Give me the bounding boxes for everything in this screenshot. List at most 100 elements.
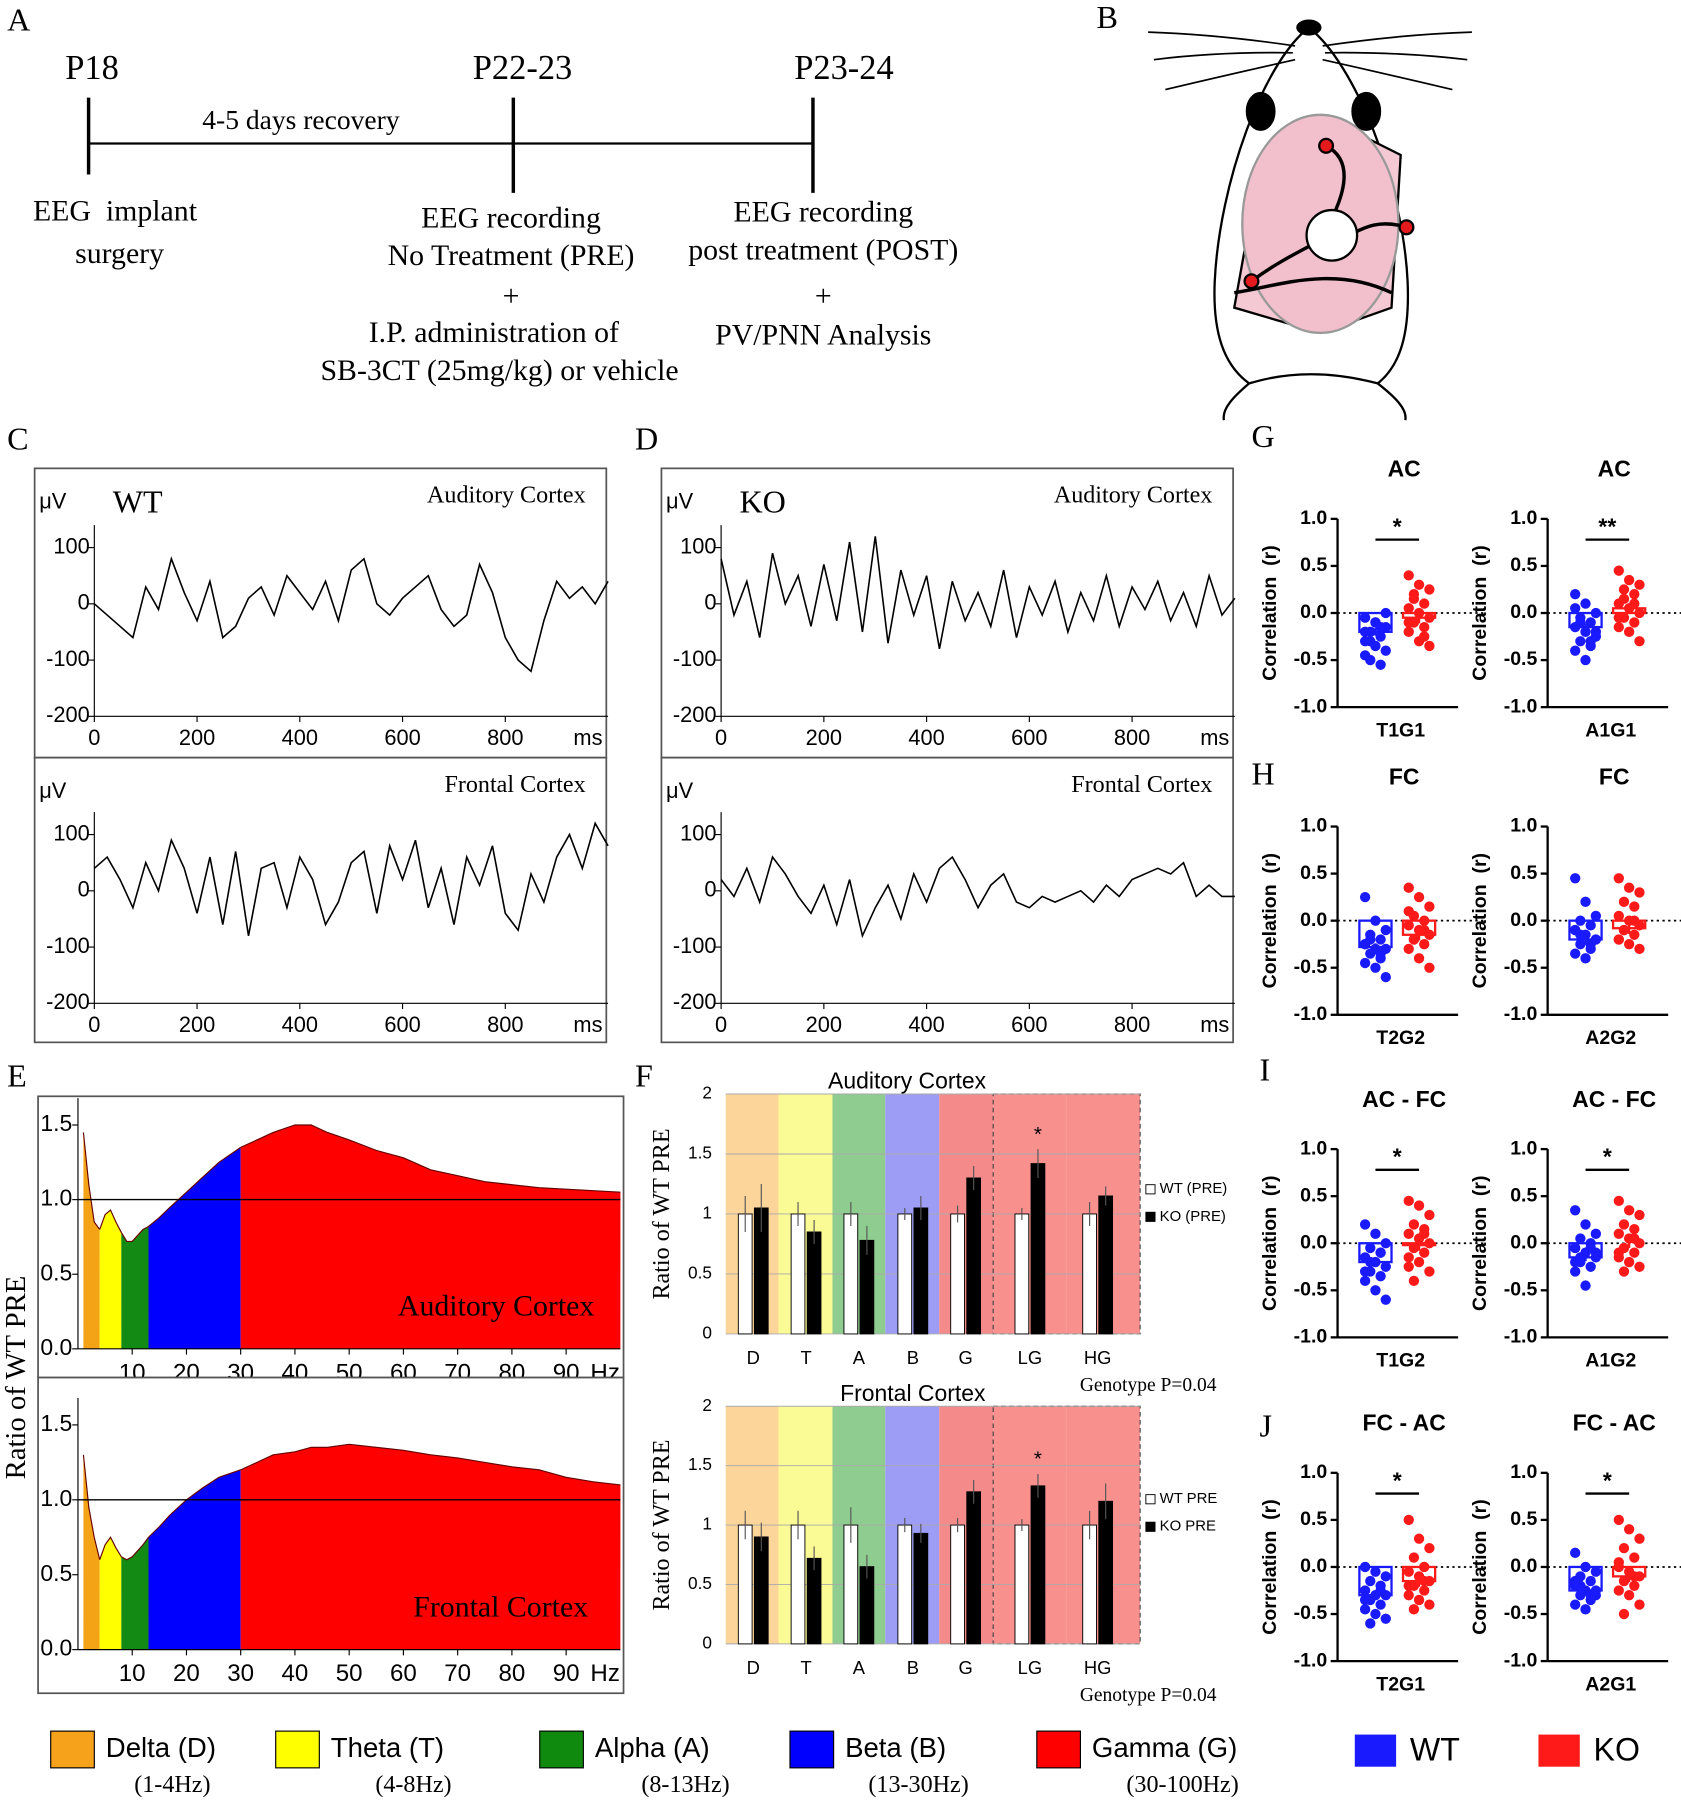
y-tick-label: 0.0 [40, 1635, 72, 1661]
headcap [1305, 208, 1359, 262]
data-point [1370, 1566, 1381, 1577]
x-tick-label: B [907, 1657, 919, 1678]
chart-title: Frontal Cortex [444, 772, 585, 798]
y-tick-label: 0.0 [1510, 1555, 1537, 1577]
x-axis-label: A2G1 [1585, 1673, 1636, 1695]
data-point [1365, 1575, 1376, 1587]
y-tick-label: -200 [46, 989, 90, 1014]
data-point [1403, 1252, 1414, 1263]
data-point [1618, 896, 1630, 908]
y-tick-label: 100 [680, 820, 716, 845]
legend-label: Theta (T) [331, 1732, 444, 1763]
legend-label: Beta (B) [845, 1732, 946, 1763]
data-point [1424, 1266, 1435, 1277]
data-point [1618, 1542, 1630, 1554]
milestone: P23-24 [794, 49, 893, 87]
data-point [1580, 896, 1591, 908]
data-point [1634, 943, 1645, 955]
legend-range: (4-8Hz) [375, 1772, 451, 1798]
data-point [1570, 589, 1581, 600]
data-point [1585, 939, 1596, 950]
bar [1082, 1213, 1097, 1335]
chart-title: Auditory Cortex [427, 483, 586, 509]
y-axis-label: μV [39, 778, 67, 803]
data-point [1424, 1542, 1435, 1554]
y-tick-label: 0.5 [1510, 554, 1537, 576]
trace [720, 855, 1235, 939]
data-point [1375, 948, 1386, 959]
y-axis-label: Correlation (r) [1469, 545, 1491, 680]
y-axis-label: Correlation (r) [1259, 853, 1281, 988]
data-point [1408, 934, 1420, 945]
y-tick-label: 0.5 [688, 1573, 712, 1593]
y-tick-label: 100 [680, 533, 716, 558]
data-point [1359, 1604, 1371, 1615]
y-tick-label: 1 [702, 1203, 712, 1223]
y-tick-label: -0.5 [1294, 648, 1328, 670]
x-tick-label: A [853, 1347, 866, 1368]
data-point [1575, 617, 1586, 628]
note: Genotype P=0.04 [1080, 1685, 1217, 1706]
data-point [1623, 939, 1635, 950]
data-point [1585, 617, 1596, 628]
data-point [1413, 1200, 1425, 1211]
y-tick-label: 0 [78, 590, 90, 615]
mouse-diagram [1148, 19, 1472, 421]
data-point [1634, 887, 1645, 898]
chart-title: AC [1388, 456, 1421, 482]
data-point [1419, 1585, 1430, 1596]
data-point [1613, 1557, 1624, 1568]
band-area [99, 1537, 122, 1650]
x-tick-label: 800 [1114, 1012, 1150, 1037]
panel-label: J [1260, 1408, 1273, 1444]
data-point [1629, 589, 1640, 600]
spectrum-line [148, 1146, 242, 1227]
bar [1098, 1195, 1114, 1335]
data-point [1380, 645, 1391, 656]
data-point [1424, 901, 1435, 912]
x-tick-label: 0 [88, 725, 100, 750]
data-point [1419, 1228, 1430, 1239]
chart-title: FC - AC [1573, 1410, 1656, 1436]
chart-title: AC [1598, 456, 1631, 482]
panel-label: F [635, 1057, 653, 1093]
y-tick-label: -100 [673, 933, 717, 958]
x-tick-label: LG [1018, 1347, 1042, 1368]
panel-label: E [7, 1057, 27, 1093]
milestone-note: EEG recording [733, 196, 913, 229]
data-point [1413, 579, 1425, 590]
chart-title: FC - AC [1363, 1410, 1446, 1436]
x-tick-label: 60 [390, 1660, 417, 1687]
significance-mark: * [1034, 1448, 1042, 1471]
data-point [1413, 953, 1425, 964]
y-tick-label: 0.5 [1300, 1508, 1327, 1530]
data-point [1403, 617, 1414, 628]
legend-swatch [1036, 1730, 1081, 1769]
y-tick-label: 1.0 [1300, 507, 1327, 529]
y-tick-label: -200 [673, 702, 717, 727]
legend-swatch [1354, 1734, 1397, 1767]
bar [806, 1231, 822, 1335]
legend-swatch [275, 1730, 320, 1769]
significance-mark: * [1603, 1144, 1612, 1170]
band-area [240, 1444, 621, 1650]
band-area [83, 1454, 100, 1650]
data-point [1618, 924, 1630, 936]
legend-swatch [1145, 1494, 1156, 1505]
x-axis-label: A1G1 [1585, 719, 1636, 741]
interval: 4-5 days recovery [202, 104, 400, 135]
significance-mark: ** [1598, 513, 1616, 539]
data-point [1380, 1261, 1391, 1272]
legend-range: (1-4Hz) [134, 1772, 210, 1798]
y-tick-label: 1.0 [1510, 1461, 1537, 1483]
milestone-note: + [815, 279, 832, 312]
data-point [1359, 1219, 1371, 1230]
milestone-note: post treatment (POST) [688, 233, 958, 266]
data-point [1365, 636, 1376, 647]
y-tick-label: 0 [78, 877, 90, 902]
milestone-note: I.P. administration of [369, 316, 619, 349]
data-point [1585, 920, 1596, 931]
data-point [1408, 1219, 1420, 1230]
data-point [1590, 910, 1602, 922]
x-tick-label: 600 [1011, 725, 1047, 750]
